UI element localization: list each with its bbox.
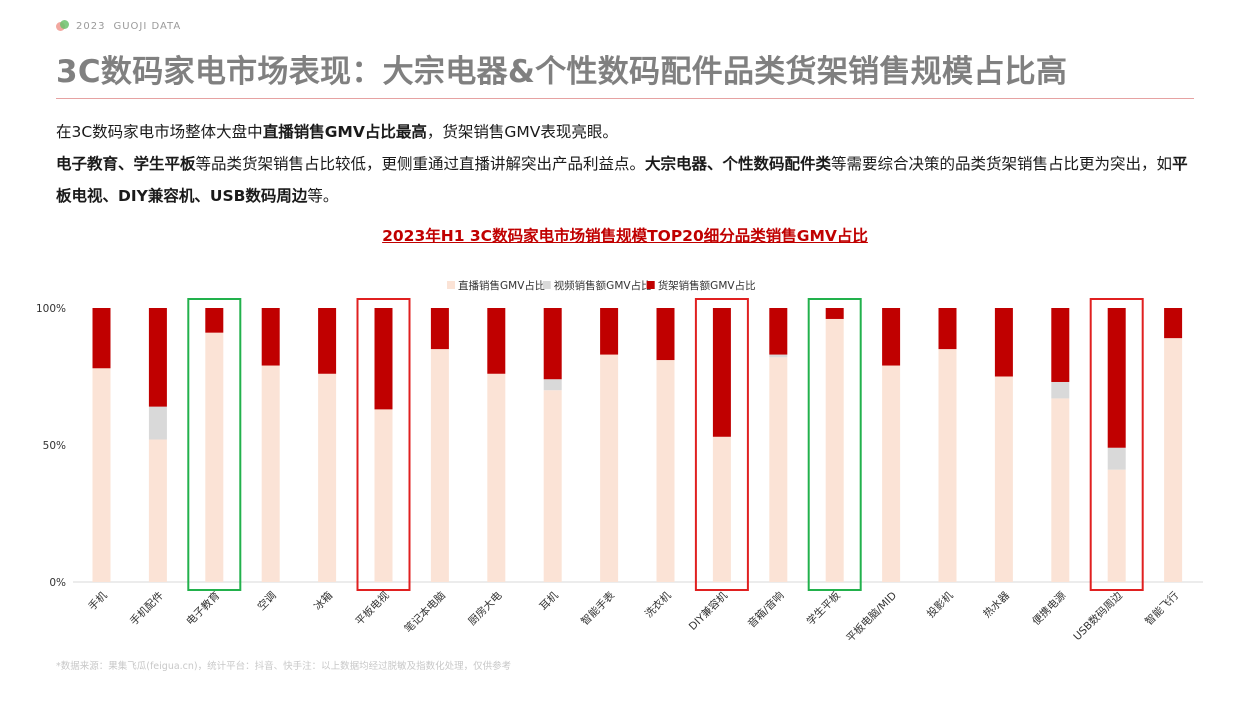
bar-segment-shelf: [92, 308, 111, 369]
legend-swatch-icon: [542, 281, 551, 289]
bar-segment-live: [712, 436, 731, 582]
bar-segment-live: [487, 373, 506, 582]
bar-segment-shelf: [994, 308, 1013, 377]
x-category-label: 热水器: [981, 589, 1013, 621]
x-category-label: 笔记本电脑: [402, 589, 448, 635]
bar-segment-video: [769, 354, 788, 358]
bar-segment-shelf: [882, 308, 901, 366]
legend-entry: 直播销售GMV占比: [458, 279, 545, 292]
legend-swatch-icon: [646, 281, 655, 289]
page-title: 3C数码家电市场表现：大宗电器&个性数码配件品类货架销售规模占比高: [56, 54, 1068, 90]
x-category-label: DIY兼容机: [686, 589, 730, 633]
bar-segment-shelf: [374, 308, 393, 410]
p2-bold-1: 电子教育、学生平板: [56, 155, 196, 173]
bar-segment-video: [543, 379, 562, 391]
bar-segment-shelf: [148, 308, 167, 407]
bar-segment-live: [600, 354, 619, 582]
legend-entry: 视频销售额GMV占比: [554, 279, 652, 292]
legend-swatch-icon: [447, 281, 455, 289]
p2-bold-3: 平板电视、DIY兼容机、USB数码周边: [56, 155, 1188, 205]
bar-segment-shelf: [261, 308, 280, 366]
y-tick-label: 50%: [43, 440, 66, 452]
bar-segment-live: [205, 332, 224, 582]
highlight-box-red: [356, 298, 411, 591]
brand-header: 2023 GUOJI DATA: [56, 20, 181, 32]
x-category-label: 平板电视: [353, 589, 392, 628]
highlight-box-red: [1089, 298, 1144, 591]
bar-segment-shelf: [712, 308, 731, 437]
x-category-label: 冰箱: [311, 589, 335, 613]
x-category-label: 手机: [86, 589, 110, 613]
p2-bold-2: 大宗电器、个性数码配件类: [645, 155, 832, 173]
bar-segment-live: [769, 357, 788, 582]
x-category-label: 耳机: [537, 589, 561, 613]
bar-segment-live: [825, 318, 844, 582]
p1-bold-1: 直播销售GMV占比最高: [262, 123, 427, 141]
bar-segment-shelf: [656, 308, 675, 361]
highlight-box-red: [694, 298, 749, 591]
highlight-box-green: [187, 298, 242, 591]
x-category-label: 洗衣机: [642, 589, 674, 621]
brand-name: GUOJI DATA: [113, 20, 182, 32]
x-category-label: 空调: [255, 589, 279, 613]
x-category-label: 手机配件: [127, 589, 166, 628]
x-category-label: 便携电源: [1030, 589, 1069, 628]
x-category-label: 电子教育: [184, 589, 223, 628]
bar-segment-shelf: [600, 308, 619, 355]
bar-segment-shelf: [318, 308, 337, 374]
x-category-label: 投影机: [924, 589, 956, 621]
chart-title: 2023年H1 3C数码家电市场销售规模TOP20细分品类销售GMV占比: [382, 227, 868, 245]
bar-segment-shelf: [205, 308, 224, 333]
summary-paragraph-1: 在3C数码家电市场整体大盘中直播销售GMV占比最高，货架销售GMV表现亮眼。: [56, 116, 1201, 148]
brand-year: 2023: [76, 20, 106, 32]
y-tick-label: 100%: [36, 303, 66, 315]
bar-segment-shelf: [543, 308, 562, 380]
bar-segment-video: [1107, 447, 1126, 470]
data-source-note: *数据来源：果集飞瓜(feigua.cn)，统计平台：抖音、快手注：以上数据均经…: [56, 661, 512, 672]
x-category-label: 学生平板: [804, 589, 843, 628]
bar-segment-shelf: [1164, 308, 1183, 339]
bar-segment-shelf: [1107, 308, 1126, 448]
bar-segment-live: [261, 365, 280, 582]
legend-entry: 货架销售额GMV占比: [658, 279, 756, 292]
p2-text-3: 等。: [307, 187, 339, 205]
x-category-label: USB数码周边: [1071, 589, 1125, 643]
bar-segment-live: [656, 360, 675, 582]
p2-text-1: 等品类货架销售占比较低，更侧重通过直播讲解突出产品利益点。: [195, 155, 646, 173]
title-divider: [56, 98, 1194, 99]
x-category-label: 平板电脑/MID: [844, 589, 900, 645]
x-category-label: 厨房大电: [466, 589, 505, 628]
y-tick-label: 0%: [49, 577, 66, 589]
summary-paragraph-2: 电子教育、学生平板等品类货架销售占比较低，更侧重通过直播讲解突出产品利益点。大宗…: [56, 148, 1201, 212]
bar-segment-shelf: [430, 308, 449, 350]
bar-segment-live: [430, 349, 449, 582]
bar-segment-shelf: [1051, 308, 1070, 382]
bar-segment-video: [1051, 381, 1070, 399]
bar-segment-shelf: [938, 308, 957, 350]
p1-text-2: ，货架销售GMV表现亮眼。: [426, 123, 618, 141]
bar-segment-live: [1051, 398, 1070, 582]
bar-segment-live: [92, 368, 111, 582]
bar-segment-live: [318, 373, 337, 582]
bar-segment-video: [148, 406, 167, 440]
bar-segment-live: [882, 365, 901, 582]
x-category-label: 智能飞行: [1142, 589, 1181, 628]
bar-segment-live: [1107, 469, 1126, 582]
bar-segment-live: [938, 349, 957, 582]
bar-segment-live: [148, 439, 167, 582]
stacked-bar-chart: 0% 50% 100% 直播销售GMV占比 视频销售额GMV占比 货架销售额GMV占比手机…: [36, 279, 1203, 645]
brand-logo-icon: [56, 20, 69, 32]
bar-segment-live: [1164, 338, 1183, 582]
bar-segment-shelf: [825, 308, 844, 319]
bar-segment-live: [543, 390, 562, 582]
bar-segment-shelf: [487, 308, 506, 374]
p1-text-1: 在3C数码家电市场整体大盘中: [56, 123, 263, 141]
bar-segment-live: [374, 409, 393, 582]
highlight-box-green: [807, 298, 862, 591]
p2-text-2: 等需要综合决策的品类货架销售占比更为突出，如: [831, 155, 1173, 173]
x-category-label: 智能手表: [578, 589, 617, 628]
x-category-label: 音箱/音响: [745, 589, 786, 630]
bar-segment-shelf: [769, 308, 788, 355]
bar-segment-live: [994, 376, 1013, 582]
